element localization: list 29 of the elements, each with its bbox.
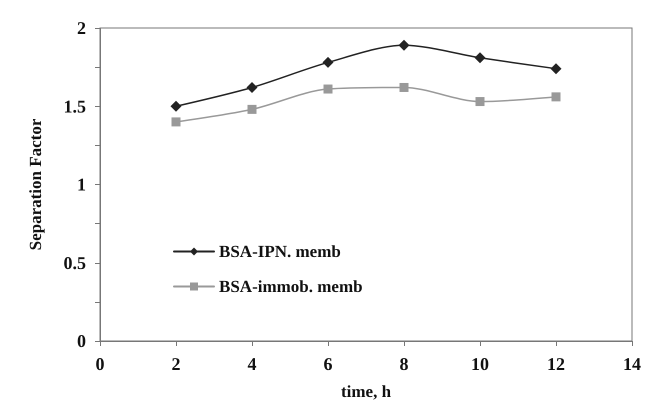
point <box>552 92 560 102</box>
x-tick-label: 4 <box>248 354 256 374</box>
y-axis-title: Separation Factor <box>26 118 45 250</box>
y-tick-label: 2 <box>77 18 86 38</box>
y-tick-label: 0.5 <box>64 252 86 273</box>
legend-label: BSA-IPN. memb <box>219 242 341 261</box>
point <box>398 40 410 51</box>
x-axis-title: time, h <box>340 382 392 401</box>
point <box>322 56 334 68</box>
point <box>170 100 182 112</box>
point <box>474 52 486 64</box>
x-tick-label: 10 <box>471 354 489 374</box>
point <box>324 84 332 94</box>
x-tick-label: 2 <box>172 354 180 374</box>
x-tick-label: 6 <box>324 354 332 374</box>
point <box>550 63 562 74</box>
point <box>248 104 256 114</box>
point <box>400 82 408 92</box>
y-tick-label: 1.5 <box>64 96 86 116</box>
point <box>172 117 180 126</box>
point <box>476 97 484 106</box>
legend-label: BSA-immob. memb <box>219 277 363 296</box>
y-tick-label: 1 <box>77 174 86 194</box>
x-tick-label: 0 <box>96 354 104 374</box>
x-tick-label: 12 <box>547 354 565 374</box>
x-tick-label: 8 <box>400 354 408 374</box>
y-tick-label: 0 <box>77 331 86 351</box>
x-tick-label: 14 <box>623 354 641 374</box>
point <box>246 82 258 93</box>
